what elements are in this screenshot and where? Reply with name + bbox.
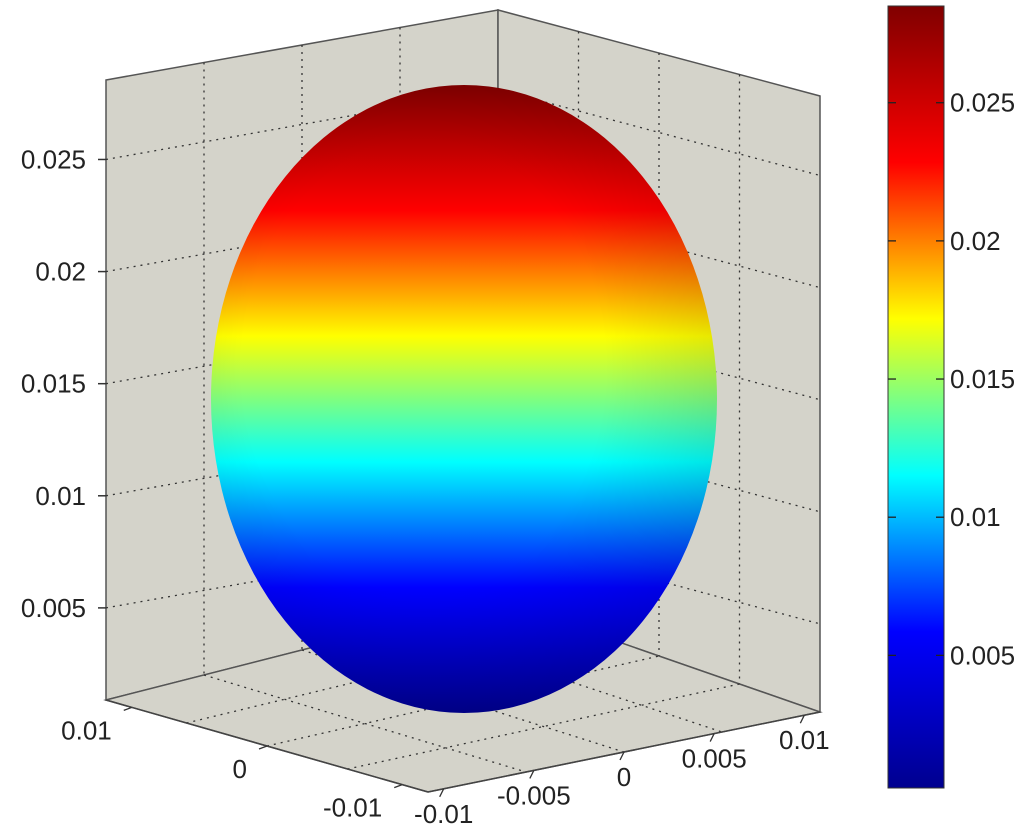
left-axis-tick-mark (394, 784, 403, 789)
front-axis-tick-label: 0.01 (779, 725, 830, 755)
z-tick-label: 0.005 (21, 593, 86, 623)
front-axis-tick-mark (619, 751, 625, 761)
front-axis-tick-mark (709, 733, 715, 742)
colorbar-ticks: 0.005 0.01 0.015 0.02 0.025 (888, 88, 1015, 670)
left-axis-tick-label: 0 (233, 754, 247, 784)
z-tick-label: 0.025 (21, 144, 86, 174)
left-axis-tick-mark (258, 745, 268, 750)
grid-line-floor-b-0 (203, 674, 527, 773)
left-axis-tick-label: -0.01 (323, 793, 382, 823)
z-tick-label: 0.02 (35, 257, 86, 287)
front-axis-ticks: -0.01 -0.005 0 0.005 0.01 (414, 714, 830, 829)
colorbar-tick-label: 0.015 (950, 364, 1015, 394)
colorbar-tick-label: 0.01 (950, 502, 1001, 532)
ellipsoid-shading (211, 85, 717, 713)
front-axis-tick-label: 0.005 (682, 744, 747, 774)
colorbar: 0.005 0.01 0.015 0.02 0.025 (887, 5, 1015, 789)
front-axis-tick-mark (439, 788, 445, 798)
colorbar-strip (887, 5, 945, 789)
front-axis-tick-label: 0 (617, 762, 631, 792)
front-axis-tick-label: -0.005 (497, 780, 571, 810)
colorbar-tick-label: 0.02 (950, 226, 1001, 256)
left-axis-tick-mark (123, 706, 132, 711)
left-axis-ticks: -0.01 0 0.01 (61, 706, 403, 823)
left-axis-tick-label: 0.01 (61, 715, 112, 745)
front-axis-tick-label: -0.01 (414, 799, 473, 826)
colorbar-tick-label: 0.005 (950, 640, 1015, 670)
front-axis-tick-mark (529, 770, 535, 779)
z-tick-label: 0.015 (21, 369, 86, 399)
z-axis-ticks: 0.005 0.01 0.015 0.02 0.025 (21, 144, 106, 623)
ellipsoid-surface (211, 85, 717, 713)
z-tick-label: 0.01 (35, 481, 86, 511)
colorbar-tick-label: 0.025 (950, 88, 1015, 118)
front-axis-tick-mark (799, 714, 805, 724)
